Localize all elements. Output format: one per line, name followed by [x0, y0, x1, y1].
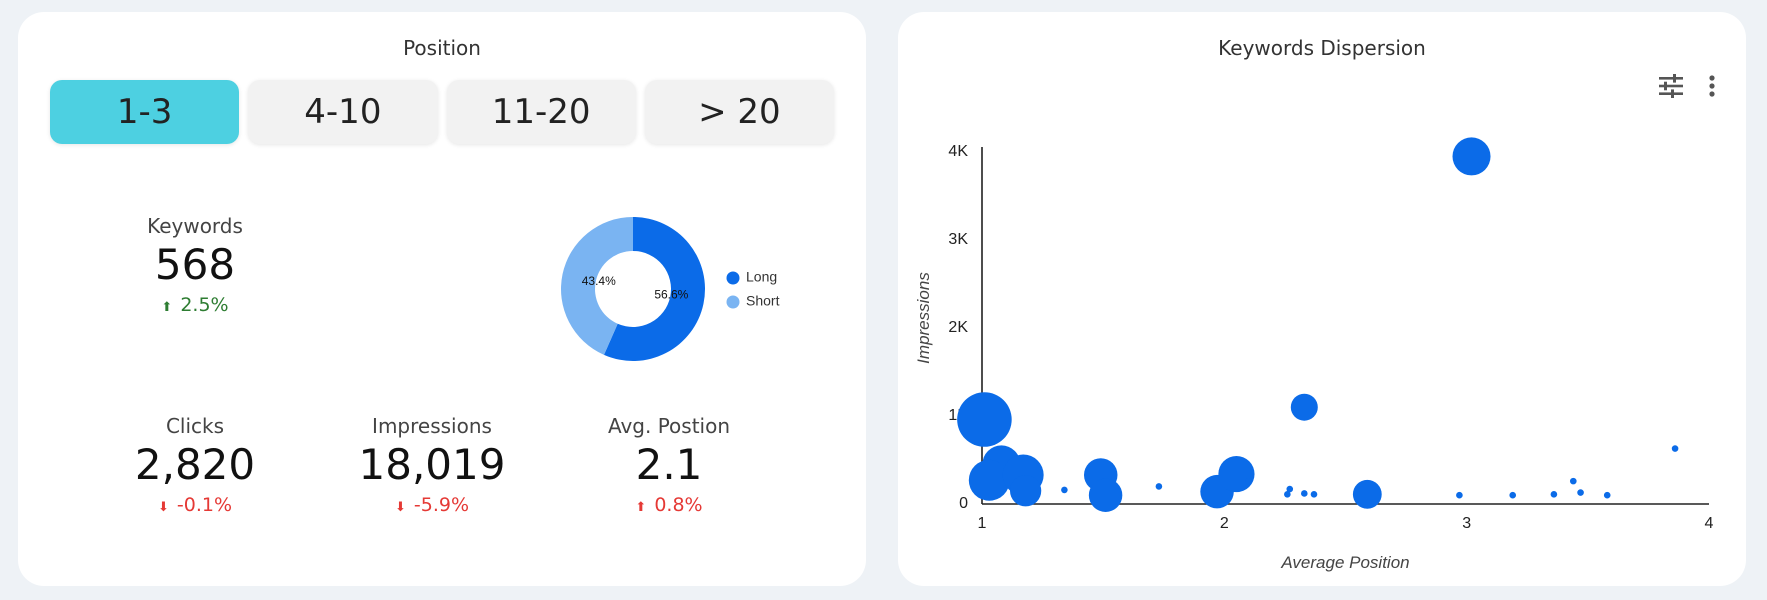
legend-label: Long: [746, 269, 777, 285]
y-tick-label: 2K: [948, 319, 968, 336]
avg-position-change-value: 0.8%: [654, 494, 703, 517]
avg-position-value: 2.1: [635, 440, 703, 489]
clicks-label: Clicks: [165, 414, 225, 438]
scatter-point[interactable]: [1218, 455, 1255, 493]
legend-swatch: [726, 295, 740, 309]
arrow-up-icon: ⬆: [635, 500, 647, 516]
impressions-change-value: -5.9%: [413, 494, 470, 517]
scatter-point[interactable]: [1061, 486, 1068, 494]
tab-4-10[interactable]: 4-10: [248, 80, 438, 144]
impressions-value: 18,019: [358, 440, 506, 489]
tab-11-20[interactable]: 11-20: [446, 80, 636, 144]
x-tick-label: 3: [1462, 515, 1471, 532]
keywords-metric: Keywords 568 ⬆ 2.5%: [85, 214, 305, 316]
scatter-point[interactable]: [1284, 491, 1291, 498]
scatter-point[interactable]: [1452, 137, 1491, 176]
donut-slice-short: [561, 217, 633, 355]
clicks-metric: Clicks 2,820 ⬇ -0.1%: [85, 414, 305, 516]
keywords-value: 568: [154, 240, 236, 289]
position-card: Position 1-3 4-10 11-20 > 20 Keywords 56…: [18, 12, 866, 586]
scatter-point[interactable]: [1456, 491, 1463, 499]
donut-chart: 56.6% 43.4% Long Short: [561, 217, 780, 361]
avg-position-metric: Avg. Postion 2.1 ⬆ 0.8%: [559, 414, 779, 516]
scatter-point[interactable]: [1603, 491, 1611, 499]
position-title: Position: [403, 36, 481, 60]
position-range-tabs: 1-3 4-10 11-20 > 20: [50, 80, 834, 144]
tune-icon[interactable]: [1658, 74, 1684, 102]
tab-1-3[interactable]: 1-3: [50, 80, 240, 144]
avg-position-change: ⬆ 0.8%: [559, 494, 779, 516]
x-tick-label: 1: [978, 515, 987, 532]
scatter-point[interactable]: [1155, 483, 1163, 490]
arrow-up-icon: ⬆: [161, 300, 173, 316]
impressions-change: ⬇ -5.9%: [322, 494, 542, 516]
scatter-point[interactable]: [1245, 477, 1252, 485]
y-tick-label: 3K: [948, 231, 968, 248]
y-axis-title: Impressions: [914, 272, 933, 364]
scatter-point[interactable]: [1509, 491, 1517, 499]
avg-position-label: Avg. Postion: [607, 414, 731, 438]
scatter-point[interactable]: [1310, 491, 1318, 498]
x-tick-label: 4: [1705, 515, 1714, 532]
scatter-point[interactable]: [1671, 445, 1679, 452]
impressions-label: Impressions: [372, 414, 492, 438]
keywords-change-value: 2.5%: [180, 294, 229, 317]
chart-toolbar: [1658, 74, 1716, 102]
scatter-point[interactable]: [1290, 393, 1318, 421]
scatter-point[interactable]: [1550, 491, 1558, 498]
dispersion-title: Keywords Dispersion: [1218, 36, 1426, 60]
clicks-change-value: -0.1%: [176, 494, 233, 517]
scatter-point[interactable]: [1286, 485, 1294, 493]
keywords-dispersion-card: 01K2K3K4K1234Average PositionImpressions…: [898, 12, 1746, 586]
legend-label: Short: [746, 293, 780, 309]
scatter-point[interactable]: [1352, 479, 1382, 509]
scatter-point[interactable]: [1009, 475, 1042, 507]
tab-over-20[interactable]: > 20: [644, 80, 834, 144]
y-tick-label: 0: [959, 495, 968, 512]
scatter-point[interactable]: [1088, 478, 1123, 512]
x-tick-label: 2: [1220, 515, 1229, 532]
keywords-label: Keywords: [147, 214, 243, 238]
more-vert-icon[interactable]: [1708, 74, 1716, 102]
scatter-point[interactable]: [1577, 489, 1584, 496]
donut-value-label: 43.4%: [582, 274, 616, 288]
x-axis-title: Average Position: [1280, 553, 1409, 572]
arrow-down-icon: ⬇: [394, 500, 406, 516]
clicks-change: ⬇ -0.1%: [85, 494, 305, 516]
keywords-change: ⬆ 2.5%: [85, 294, 305, 316]
donut-value-label: 56.6%: [654, 288, 688, 302]
keyword-type-donut: 56.6% 43.4% Long Short: [538, 202, 798, 372]
scatter-point[interactable]: [1569, 477, 1577, 485]
arrow-down-icon: ⬇: [157, 500, 169, 516]
scatter-point[interactable]: [968, 459, 1010, 501]
scatter-point[interactable]: [1301, 490, 1308, 497]
scatter-point[interactable]: [957, 392, 1012, 447]
clicks-value: 2,820: [134, 440, 256, 489]
y-tick-label: 4K: [948, 143, 968, 160]
donut-slice-long: [603, 217, 705, 361]
legend-swatch: [726, 271, 740, 285]
impressions-metric: Impressions 18,019 ⬇ -5.9%: [322, 414, 542, 516]
